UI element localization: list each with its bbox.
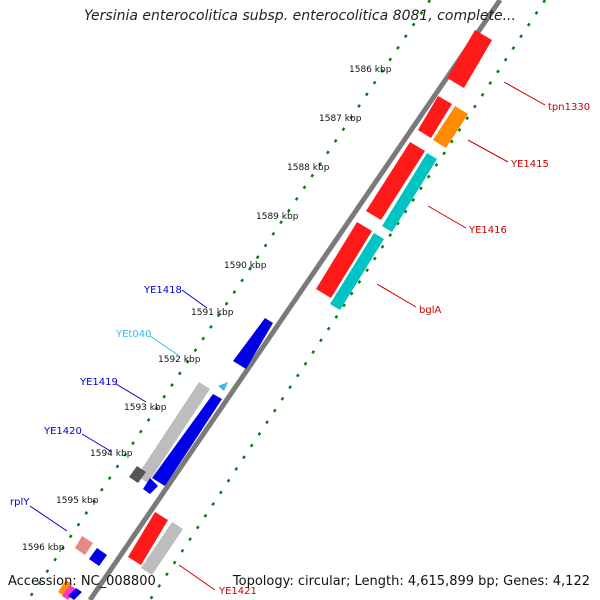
- gene-bgla-red[interactable]: [316, 222, 372, 298]
- leader-line: [376, 283, 417, 308]
- leader-line: [427, 205, 467, 229]
- leader-line: [178, 564, 216, 591]
- gene-ye1416[interactable]: [382, 153, 437, 232]
- gene-ye1418[interactable]: [233, 318, 273, 369]
- gene-label-bgla[interactable]: bglA: [419, 305, 441, 316]
- gene-label-ye1416[interactable]: YE1416: [468, 225, 507, 236]
- tick-label: 1596 kbp: [22, 543, 65, 553]
- gene-blue-small[interactable]: [89, 548, 107, 566]
- gene-orange-small[interactable]: [58, 580, 72, 596]
- tick-label: 1589 kbp: [256, 212, 299, 222]
- gene-darkgrey[interactable]: [129, 466, 146, 483]
- gene-label-rply[interactable]: rplY: [10, 497, 30, 508]
- label-leader-lines: [29, 81, 546, 591]
- outer-tick-rail: [148, 0, 547, 600]
- tick-label: 1588 kbp: [287, 163, 330, 173]
- gene-label-ye1418[interactable]: YE1418: [143, 285, 182, 296]
- leader-line: [29, 505, 68, 532]
- backbone: [87, 0, 503, 600]
- tick-rails: [26, 0, 547, 600]
- gene-label-ye1420[interactable]: YE1420: [43, 426, 82, 437]
- gene-label-tpn1330[interactable]: tpn1330: [548, 102, 590, 113]
- gene-magenta-small[interactable]: [62, 585, 76, 600]
- leader-line: [503, 81, 546, 106]
- tick-label: 1592 kbp: [158, 355, 201, 365]
- gene-tpn1330[interactable]: [447, 30, 492, 88]
- inner-tick-rail: [26, 0, 432, 600]
- tick-label: 1586 kbp: [349, 65, 392, 75]
- gene-ye1415-red[interactable]: [418, 96, 452, 138]
- leader-line: [149, 335, 179, 356]
- gene-labels: tpn1330 YE1415 YE1416 bglA YE1418 YEt040…: [10, 102, 590, 597]
- tick-label: 1587 kbp: [319, 114, 362, 124]
- summary-text: Topology: circular; Length: 4,615,899 bp…: [232, 574, 590, 589]
- gene-ye1421[interactable]: [141, 522, 183, 575]
- gene-yet040[interactable]: [218, 382, 228, 391]
- accession-text: Accession: NC_008800: [8, 574, 156, 589]
- gene-label-ye1419[interactable]: YE1419: [79, 377, 118, 388]
- leader-line: [115, 383, 147, 403]
- gene-label-ye1415[interactable]: YE1415: [510, 159, 549, 170]
- leader-line: [181, 289, 208, 309]
- gene-ye1419[interactable]: [152, 394, 222, 486]
- gene-ye1416-red[interactable]: [366, 142, 425, 220]
- tick-label: 1594 kbp: [90, 449, 133, 459]
- map-title: Yersinia enterocolitica subsp. enterocol…: [84, 8, 516, 24]
- tick-labels: 1586 kbp 1587 kbp 1588 kbp 1589 kbp 1590…: [22, 65, 392, 553]
- gene-bgla[interactable]: [330, 233, 384, 310]
- leader-line: [81, 433, 113, 453]
- gene-blue-bottom[interactable]: [68, 588, 82, 600]
- tick-label: 1595 kbp: [56, 496, 99, 506]
- gene-rply[interactable]: [75, 536, 93, 555]
- reverse-strand-genes: [58, 318, 273, 600]
- gene-ye1421-red[interactable]: [128, 512, 168, 565]
- gene-ye1415[interactable]: [433, 106, 468, 148]
- gene-label-ye1421[interactable]: YE1421: [218, 586, 257, 597]
- gene-grey-long[interactable]: [137, 382, 210, 483]
- tick-label: 1593 kbp: [124, 403, 167, 413]
- gene-ye1420[interactable]: [143, 478, 158, 494]
- forward-strand-genes: [128, 30, 492, 575]
- gene-label-yet040[interactable]: YEt040: [115, 329, 151, 340]
- tick-label: 1591 kbp: [191, 308, 234, 318]
- leader-line: [467, 139, 509, 163]
- tick-label: 1590 kbp: [224, 261, 267, 271]
